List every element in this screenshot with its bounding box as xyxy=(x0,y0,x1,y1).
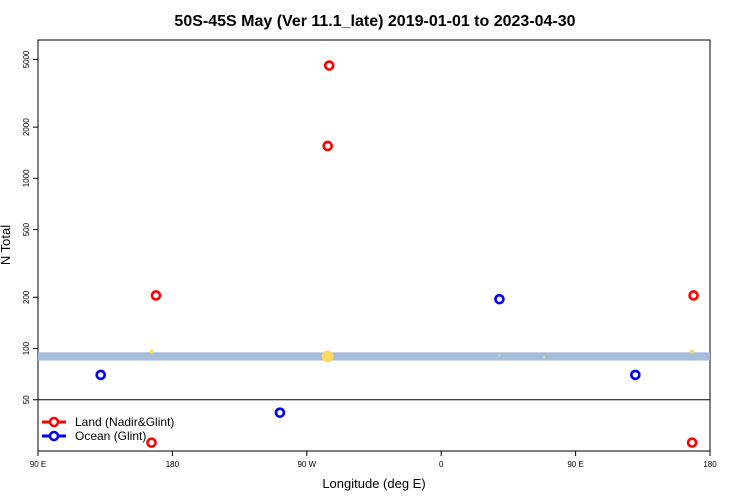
x-tick-label: 90 E xyxy=(30,460,46,469)
legend-ocean-label: Ocean (Glint) xyxy=(75,429,146,443)
land-point xyxy=(323,60,335,71)
ocean-point xyxy=(494,293,505,305)
x-tick-label: 180 xyxy=(166,460,180,469)
yellow-mark xyxy=(321,350,334,363)
x-tick-label: 90 W xyxy=(297,460,316,469)
x-tick-label: 0 xyxy=(439,460,444,469)
y-tick-label: 2000 xyxy=(22,118,31,136)
land-point xyxy=(150,290,162,301)
yellow-mark xyxy=(690,349,695,354)
y-tick-label: 200 xyxy=(22,290,31,304)
legend-land-marker xyxy=(48,416,60,428)
x-axis-ticks: 90 E 180 90 W 0 90 E 180 xyxy=(30,451,717,469)
x-tick-label: 180 xyxy=(703,460,717,469)
legend-ocean-marker xyxy=(48,430,60,442)
y-tick-label: 50 xyxy=(22,395,31,404)
plot-frame xyxy=(37,39,711,452)
yellow-mark xyxy=(149,349,154,354)
y-tick-label: 500 xyxy=(22,222,31,236)
ocean-point xyxy=(274,407,286,418)
land-point xyxy=(322,140,334,152)
ocean-point xyxy=(630,369,641,381)
ocean-point xyxy=(95,369,107,381)
yellow-mark xyxy=(498,354,501,357)
band-layer xyxy=(38,352,710,361)
legend-land-label: Land (Nadir&Glint) xyxy=(75,415,174,429)
y-tick-label: 5000 xyxy=(22,50,31,68)
land-point xyxy=(688,290,699,301)
land-point xyxy=(686,437,698,448)
y-tick-label: 1000 xyxy=(22,169,31,187)
x-axis-label: Longitude (deg E) xyxy=(322,476,425,491)
legend: Land (Nadir&Glint) Ocean (Glint) xyxy=(42,415,174,443)
land-point xyxy=(146,437,157,448)
y-axis-label: N Total xyxy=(0,225,13,265)
y-tick-label: 100 xyxy=(22,341,31,355)
highlight-band xyxy=(38,352,710,361)
y-axis-ticks: 50 100 200 500 1000 2000 5000 xyxy=(22,50,38,404)
yellow-marks-layer xyxy=(149,349,695,363)
points-layer xyxy=(95,60,699,448)
chart-title: 50S-45S May (Ver 11.1_late) 2019-01-01 t… xyxy=(174,13,575,30)
x-tick-label: 90 E xyxy=(567,460,583,469)
yellow-mark xyxy=(543,356,546,359)
